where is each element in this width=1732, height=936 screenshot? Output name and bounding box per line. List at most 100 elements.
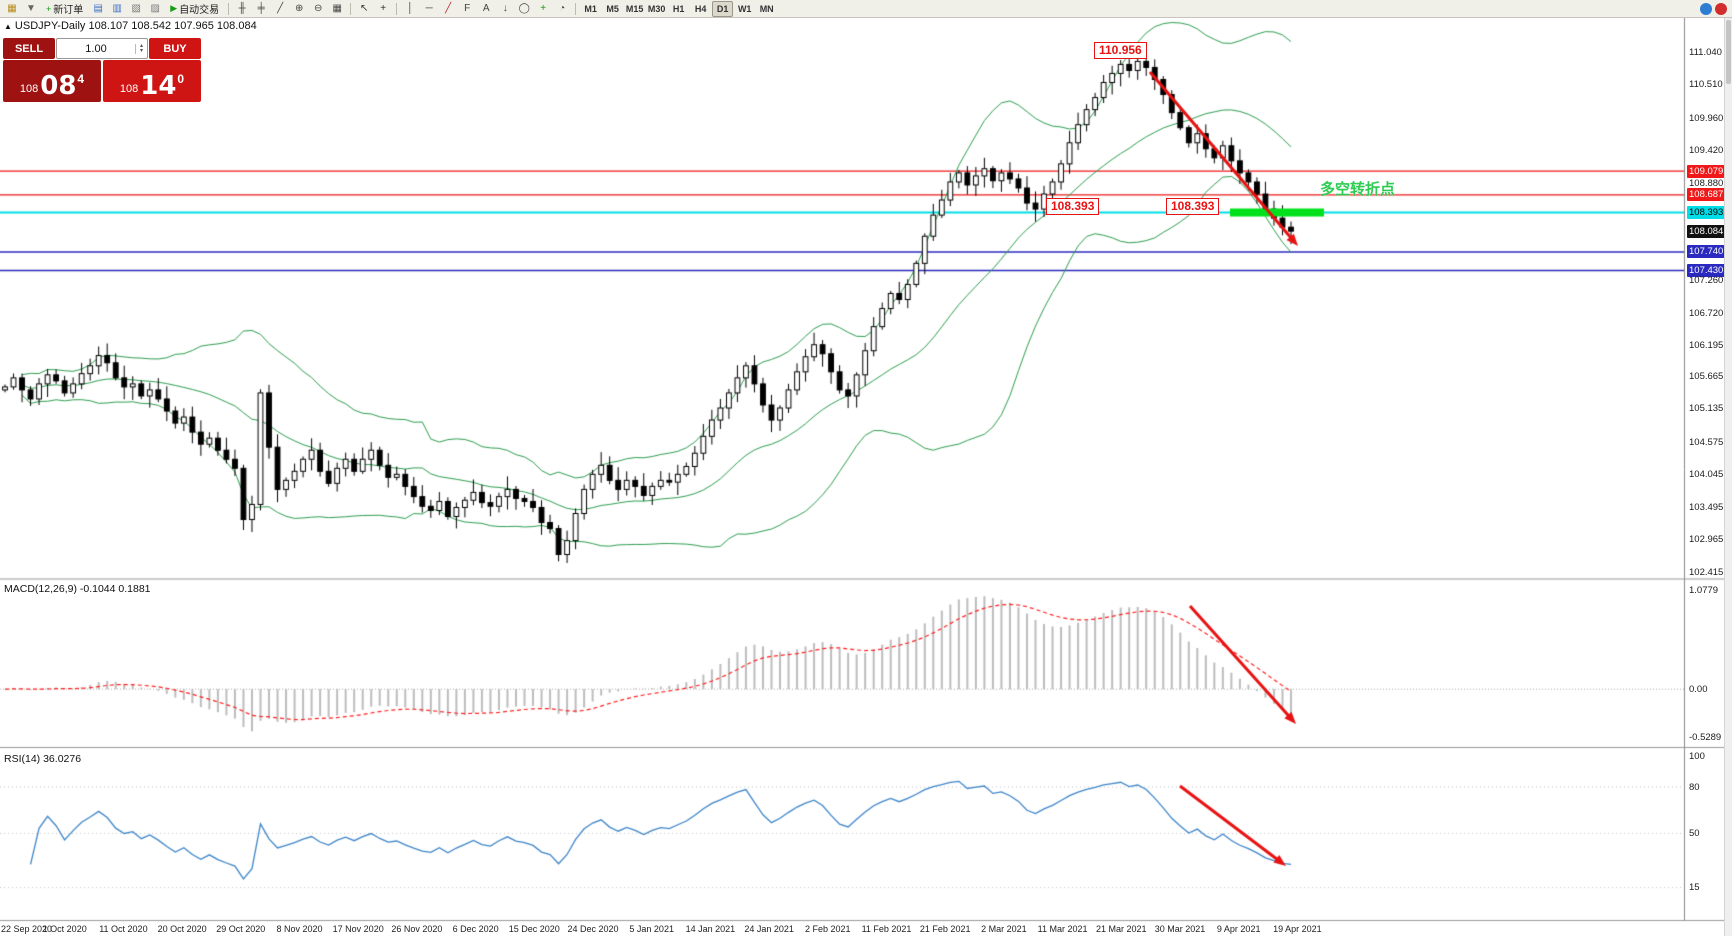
toolbar-separator	[350, 2, 352, 15]
zoom-in-icon: ⊕	[294, 3, 304, 14]
price-axis-label: 111.040	[1689, 47, 1722, 59]
price-axis-label: 108.687	[1687, 188, 1726, 202]
volume-up-icon[interactable]: ▴	[139, 42, 143, 49]
periods-icon: ◔	[559, 3, 566, 14]
new-chart-icon[interactable]: ▦	[3, 0, 21, 17]
cursor-icon[interactable]: ↖	[355, 0, 373, 17]
text-tool-icon: A	[482, 3, 490, 14]
zoom-in-icon[interactable]: ⊕	[290, 0, 308, 17]
candlestick-chart-icon: ╪	[257, 3, 265, 14]
date-axis-label: 26 Nov 2020	[391, 924, 443, 934]
toolbar-separator	[396, 2, 398, 15]
macd-axis-label: -0.5289	[1689, 732, 1722, 744]
price-axis-label: 107.260	[1689, 275, 1724, 287]
arrow-tool-icon[interactable]: ↓	[496, 0, 514, 17]
date-axis-label: 2 Mar 2021	[981, 924, 1027, 934]
vertical-line-icon[interactable]: │	[401, 0, 419, 17]
symbol-ohlc-text: USDJPY-Daily 108.107 108.542 107.965 108…	[14, 20, 257, 32]
sell-price-display[interactable]: 108 08 4	[3, 60, 101, 102]
vertical-scrollbar[interactable]	[1724, 18, 1732, 936]
crosshair-icon[interactable]: +	[374, 0, 392, 17]
date-axis[interactable]: 22 Sep 2020 1 Oct 2020 11 Oct 2020 20 Oct 2…	[0, 922, 1700, 936]
price-axis-label: 103.495	[1689, 502, 1724, 514]
sell-button[interactable]: SELL	[3, 38, 55, 59]
timeframe-w1[interactable]: W1	[737, 3, 752, 14]
price-axis-label: 104.045	[1689, 469, 1724, 481]
new-order-button-label: 新订单	[53, 5, 84, 16]
zoom-out-icon[interactable]: ⊖	[309, 0, 327, 17]
timeframe-mn[interactable]: MN	[759, 3, 774, 14]
price-axis-label: 110.510	[1689, 79, 1723, 91]
date-axis-label: 15 Dec 2020	[508, 924, 560, 934]
support-price-label-2[interactable]: 108.393	[1166, 198, 1220, 215]
indicators-icon: +	[540, 3, 547, 14]
main-toolbar: ▦ ▼ + 新订单 ▤ ▥ ▧ ▨ ▶ 自动交易 ╫ ╪ ╱ ⊕ ⊖ ▦ ↖ + │ ─ ╱ F A ↓ ◯ + ◔ M1 M5 M15 M…	[0, 0, 1732, 18]
tile-windows-icon[interactable]: ▦	[328, 0, 346, 17]
timeframe-h1[interactable]: H1	[672, 3, 685, 14]
auto-trading-button[interactable]: ▶ 自动交易	[165, 0, 224, 17]
volume-stepper[interactable]: 1.00 ▴ ▾	[56, 38, 148, 59]
date-axis-label: 21 Feb 2021	[919, 924, 971, 934]
support-price-label-1[interactable]: 108.393	[1046, 198, 1100, 215]
indicators-icon[interactable]: +	[534, 0, 552, 17]
auto-trading-button: ▶	[170, 3, 178, 13]
volume-spinner[interactable]: ▴ ▾	[135, 42, 147, 54]
price-axis[interactable]: 111.040 110.510 109.960 109.420 109.079 108.8…	[1686, 0, 1730, 936]
line-chart-icon[interactable]: ╱	[271, 0, 289, 17]
bar-chart-icon: ╫	[238, 3, 246, 14]
date-axis-label: 11 Oct 2020	[99, 924, 148, 934]
navigator-icon[interactable]: ▧	[127, 0, 145, 17]
data-window-icon[interactable]: ▥	[108, 0, 126, 17]
price-axis-label: 104.575	[1689, 437, 1724, 449]
buy-button[interactable]: BUY	[149, 38, 201, 59]
fibonacci-icon[interactable]: F	[458, 0, 476, 17]
buy-price-big: 14	[140, 71, 177, 101]
text-tool-icon[interactable]: A	[477, 0, 495, 17]
price-axis-label: 106.195	[1689, 339, 1724, 351]
periods-icon[interactable]: ◔	[553, 0, 571, 17]
bar-chart-icon[interactable]: ╫	[233, 0, 251, 17]
shapes-icon[interactable]: ◯	[515, 0, 533, 17]
price-axis-label: 102.415	[1689, 567, 1724, 579]
date-axis-label: 11 Feb 2021	[861, 924, 912, 934]
price-axis-label: 102.965	[1689, 534, 1724, 546]
volume-down-icon[interactable]: ▾	[139, 47, 143, 54]
volume-value[interactable]: 1.00	[85, 42, 107, 55]
market-watch-icon[interactable]: ▤	[89, 0, 107, 17]
symbol-ohlc-info: ▲ USDJPY-Daily 108.107 108.542 107.965 10…	[4, 20, 257, 32]
date-axis-label: 11 Mar 2021	[1037, 924, 1088, 934]
turning-point-annotation: 多空转折点	[1320, 181, 1396, 198]
date-axis-label: 1 Oct 2020	[42, 924, 87, 934]
timeframe-h4[interactable]: H4	[694, 3, 707, 14]
navigator-icon: ▧	[131, 3, 141, 14]
price-axis-label: 105.135	[1689, 403, 1724, 415]
peak-price-label[interactable]: 110.956	[1094, 42, 1147, 59]
rsi-axis-label: 50	[1689, 827, 1700, 839]
macd-axis-label: 0.00	[1689, 683, 1708, 695]
price-axis-label: 108.084	[1687, 224, 1726, 238]
buy-price-display[interactable]: 108 14 0	[103, 60, 201, 102]
sell-price-prefix: 108	[19, 83, 39, 95]
profiles-icon[interactable]: ▼	[22, 0, 40, 17]
timeframe-m1[interactable]: M1	[584, 3, 597, 14]
record-icon[interactable]	[1715, 2, 1727, 15]
fibonacci-icon: F	[464, 3, 471, 14]
scrollbar-thumb[interactable]	[1726, 20, 1731, 84]
timeframe-d1[interactable]: D1	[712, 0, 734, 17]
connection-icon[interactable]	[1700, 2, 1712, 15]
macd-pane-label: MACD(12,26,9) -0.1044 0.1881	[4, 583, 151, 595]
arrow-tool-icon: ↓	[502, 3, 508, 14]
new-order-button: +	[46, 3, 52, 14]
timeframe-m5[interactable]: M5	[606, 3, 619, 14]
horizontal-line-icon[interactable]: ─	[420, 0, 438, 17]
trendline-icon[interactable]: ╱	[439, 0, 457, 17]
timeframe-m15[interactable]: M15	[625, 3, 644, 14]
candlestick-chart-icon[interactable]: ╪	[252, 0, 270, 17]
macd-axis-label: 1.0779	[1689, 584, 1719, 596]
terminal-icon[interactable]: ▨	[146, 0, 164, 17]
new-order-button[interactable]: + 新订单	[41, 0, 88, 17]
timeframe-m30[interactable]: M30	[647, 3, 666, 14]
terminal-icon: ▨	[150, 3, 160, 14]
